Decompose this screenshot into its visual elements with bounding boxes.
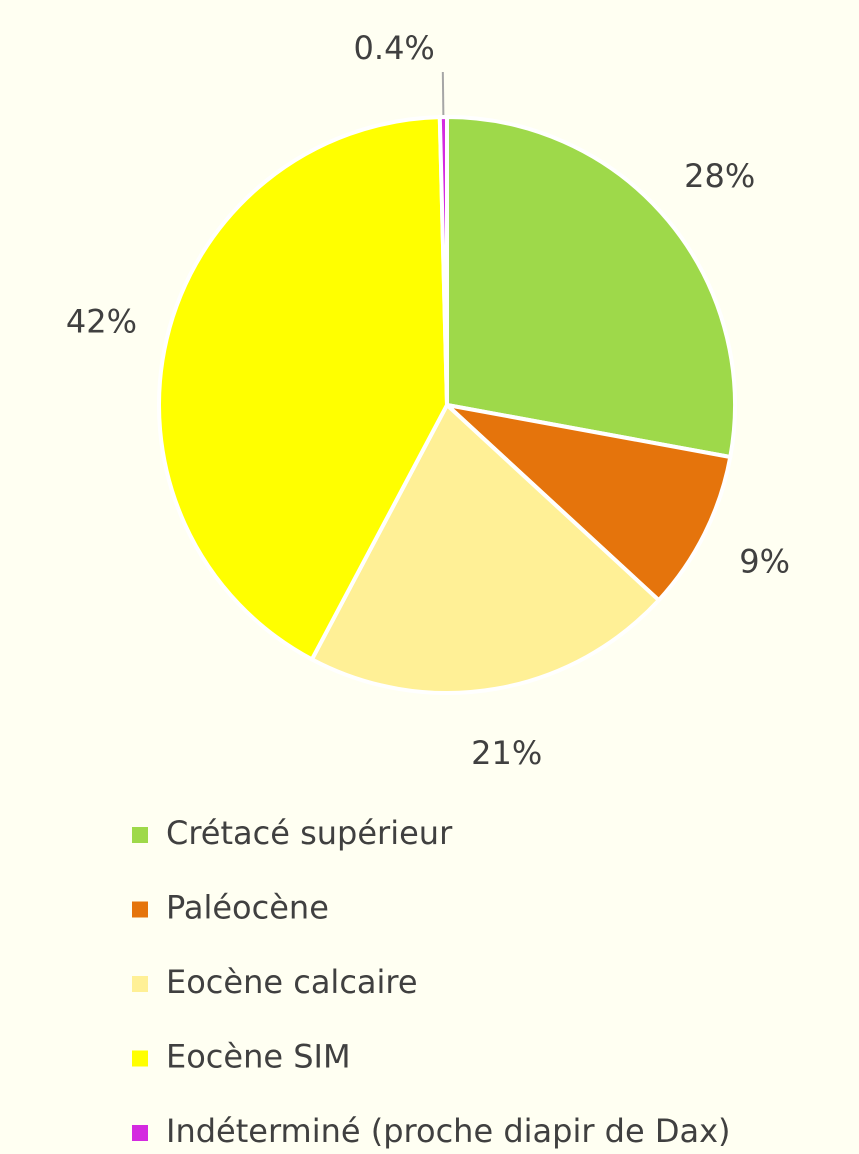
data-label: 21% (471, 734, 542, 772)
legend-label: Indéterminé (proche diapir de Dax) (166, 1112, 731, 1150)
legend-swatch (132, 827, 148, 843)
leader-line (441, 72, 445, 116)
data-label: 28% (684, 157, 755, 195)
legend-swatch (132, 901, 148, 918)
data-label: 42% (66, 303, 137, 341)
pie-slice (437, 114, 449, 406)
pie-slice (309, 401, 662, 695)
legend-label: Eocène SIM (166, 1038, 351, 1076)
pie-slice (157, 115, 450, 663)
legend-swatch (132, 976, 148, 992)
data-label: 0.4% (354, 29, 435, 67)
pie-slice (445, 114, 737, 460)
pie-slice (440, 401, 733, 604)
legend-label: Eocène calcaire (166, 963, 418, 1001)
legend-label: Paléocène (166, 889, 329, 927)
data-label: 9% (739, 543, 790, 581)
legend-swatch (132, 1050, 148, 1067)
legend-label: Crétacé supérieur (166, 814, 453, 852)
legend-swatch (132, 1125, 148, 1141)
